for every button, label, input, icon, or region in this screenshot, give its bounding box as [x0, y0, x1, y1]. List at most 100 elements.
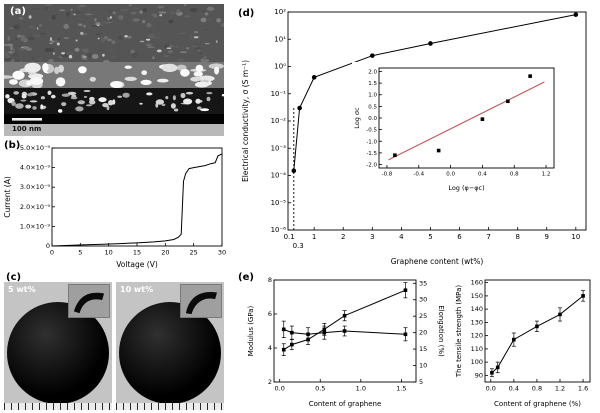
- svg-text:10⁻⁶: 10⁻⁶: [271, 226, 287, 234]
- svg-text:5: 5: [78, 249, 82, 257]
- svg-text:6: 6: [457, 233, 462, 241]
- svg-text:6: 6: [268, 310, 272, 318]
- panel-d-conductivity-plot: (d) 1 2 3 4 5 6 7 8 9 10 10² 10¹ 10⁰ 10⁻¹ 10⁻² 10⁻³ 10⁻⁴…: [236, 2, 600, 272]
- svg-text:0.5: 0.5: [315, 385, 325, 393]
- bent-film-image: [185, 291, 217, 315]
- panel-a-label: (a): [10, 6, 26, 17]
- svg-text:Content of graphene (%): Content of graphene (%): [494, 400, 581, 408]
- panel-b-iv-plot: (b) 0 5 10 15 20 25 30 0 1.0×10⁻⁹ 2.0×10⁻⁹ 3.0×10⁻…: [0, 138, 232, 272]
- svg-text:1.0×10⁻⁹: 1.0×10⁻⁹: [20, 222, 50, 230]
- svg-text:10²: 10²: [274, 8, 286, 16]
- svg-text:140: 140: [471, 305, 483, 313]
- svg-text:8: 8: [268, 276, 272, 284]
- bent-film-inset: [180, 284, 222, 318]
- svg-text:10⁻³: 10⁻³: [271, 144, 287, 152]
- svg-text:3.0×10⁻⁹: 3.0×10⁻⁹: [20, 183, 50, 191]
- svg-text:0.0: 0.0: [486, 385, 496, 393]
- svg-text:35: 35: [419, 279, 427, 287]
- iv-curve-chart: 0 5 10 15 20 25 30 0 1.0×10⁻⁹ 2.0×10⁻⁹ 3.0×10⁻⁹ 4.0…: [3, 144, 226, 269]
- svg-text:0.8: 0.8: [510, 172, 519, 178]
- svg-text:-0.5: -0.5: [366, 128, 377, 134]
- panel-c-label: (c): [6, 272, 22, 283]
- svg-text:1.5: 1.5: [368, 81, 377, 87]
- panel-b-label: (b): [4, 140, 21, 151]
- svg-text:0.1: 0.1: [284, 233, 295, 241]
- photo-label-10wt: 10 wt%: [120, 285, 154, 294]
- svg-text:130: 130: [471, 318, 483, 326]
- svg-text:1: 1: [312, 233, 316, 241]
- svg-text:10⁻¹: 10⁻¹: [271, 90, 287, 98]
- bent-film-image: [73, 292, 105, 314]
- svg-text:25: 25: [419, 312, 427, 320]
- svg-text:110: 110: [471, 345, 483, 353]
- svg-text:0.8: 0.8: [532, 385, 542, 393]
- composite-photo-5wt: 5 wt%: [4, 282, 112, 410]
- svg-text:30: 30: [218, 249, 226, 257]
- svg-text:0.0: 0.0: [368, 116, 377, 122]
- svg-text:10⁻²: 10⁻²: [271, 117, 287, 125]
- ruler-strip: [4, 403, 112, 410]
- svg-text:10⁰: 10⁰: [274, 63, 286, 71]
- svg-text:1.0: 1.0: [368, 93, 377, 99]
- svg-text:2.0: 2.0: [368, 69, 377, 75]
- svg-text:-1.5: -1.5: [366, 151, 377, 157]
- composite-disc: [119, 302, 221, 404]
- modulus-elongation-chart: 0.0 0.5 1.0 1.5 2 4 6 8 5 10 15 20 25 30 35 Content of …: [247, 276, 445, 408]
- svg-text:1.0: 1.0: [356, 385, 366, 393]
- svg-text:5.0×10⁻⁹: 5.0×10⁻⁹: [20, 144, 50, 152]
- photo-label-5wt: 5 wt%: [8, 285, 36, 294]
- panel-a-micrograph: (a) 100 nm: [4, 4, 224, 136]
- svg-text:160: 160: [471, 279, 483, 287]
- svg-text:8: 8: [515, 233, 519, 241]
- svg-text:120: 120: [471, 332, 483, 340]
- percolation-inset-chart: -0.8 -0.4 0.0 0.4 0.8 1.2 -2.0 -1.5 -1.0 -0.5 0.0 0…: [352, 62, 562, 192]
- svg-text:5: 5: [419, 378, 423, 386]
- svg-text:0.0: 0.0: [275, 385, 285, 393]
- svg-text:Current (A): Current (A): [3, 176, 12, 218]
- bent-film-inset: [68, 284, 110, 318]
- svg-text:30: 30: [419, 296, 427, 304]
- panel-d-label: (d): [238, 8, 255, 19]
- composite-disc: [7, 302, 109, 404]
- svg-text:2: 2: [268, 378, 272, 386]
- panel-c-photographs: (c) 5 wt% 10 wt%: [4, 270, 228, 412]
- panel-e-mechanical-plots: (e) 0.0 0.5 1.0 1.5 2 4 6 8 5 10 15 20 25 30 35 Content…: [236, 270, 600, 413]
- svg-text:90: 90: [475, 371, 483, 379]
- svg-text:Log σc: Log σc: [353, 107, 361, 129]
- svg-text:0.4: 0.4: [478, 172, 487, 178]
- svg-text:10⁻⁵: 10⁻⁵: [271, 199, 287, 207]
- svg-text:-0.8: -0.8: [382, 172, 393, 178]
- svg-text:Voltage (V): Voltage (V): [116, 260, 158, 269]
- tensile-strength-chart: 0.0 0.4 0.8 1.2 1.6 90 100 110 120 130 140 150 160 Co…: [455, 279, 591, 408]
- svg-text:0.0: 0.0: [446, 172, 455, 178]
- svg-text:Log (φ−φc): Log (φ−φc): [448, 184, 484, 192]
- svg-text:4.0×10⁻⁹: 4.0×10⁻⁹: [20, 164, 50, 172]
- svg-text:Elongation (%): Elongation (%): [437, 305, 445, 357]
- svg-text:0.4: 0.4: [509, 385, 519, 393]
- svg-text:9: 9: [545, 233, 549, 241]
- svg-text:Electrical conductivity, σ (S: Electrical conductivity, σ (S m⁻¹): [241, 60, 250, 182]
- svg-text:2.0×10⁻⁹: 2.0×10⁻⁹: [20, 203, 50, 211]
- svg-text:0.3: 0.3: [293, 242, 304, 250]
- micrograph-image: [4, 4, 224, 136]
- svg-text:150: 150: [471, 292, 483, 300]
- svg-text:0: 0: [50, 249, 54, 257]
- svg-text:20: 20: [419, 329, 427, 337]
- ruler-strip: [116, 403, 224, 410]
- composite-photo-10wt: 10 wt%: [116, 282, 224, 410]
- svg-text:Content of graphene: Content of graphene: [309, 400, 382, 408]
- svg-text:15: 15: [133, 249, 141, 257]
- svg-text:15: 15: [419, 345, 427, 353]
- svg-text:10¹: 10¹: [274, 35, 286, 43]
- scale-bar-label: 100 nm: [12, 125, 42, 133]
- svg-text:-1.0: -1.0: [366, 139, 377, 145]
- svg-text:10: 10: [571, 233, 580, 241]
- svg-text:0: 0: [46, 242, 50, 250]
- photo-pair: 5 wt% 10 wt%: [4, 282, 224, 410]
- svg-text:25: 25: [190, 249, 198, 257]
- svg-text:5: 5: [428, 233, 432, 241]
- svg-text:Graphene content (wt%): Graphene content (wt%): [391, 257, 484, 266]
- svg-text:0.5: 0.5: [368, 104, 377, 110]
- svg-text:1.2: 1.2: [542, 172, 551, 178]
- svg-text:-2.0: -2.0: [366, 163, 377, 169]
